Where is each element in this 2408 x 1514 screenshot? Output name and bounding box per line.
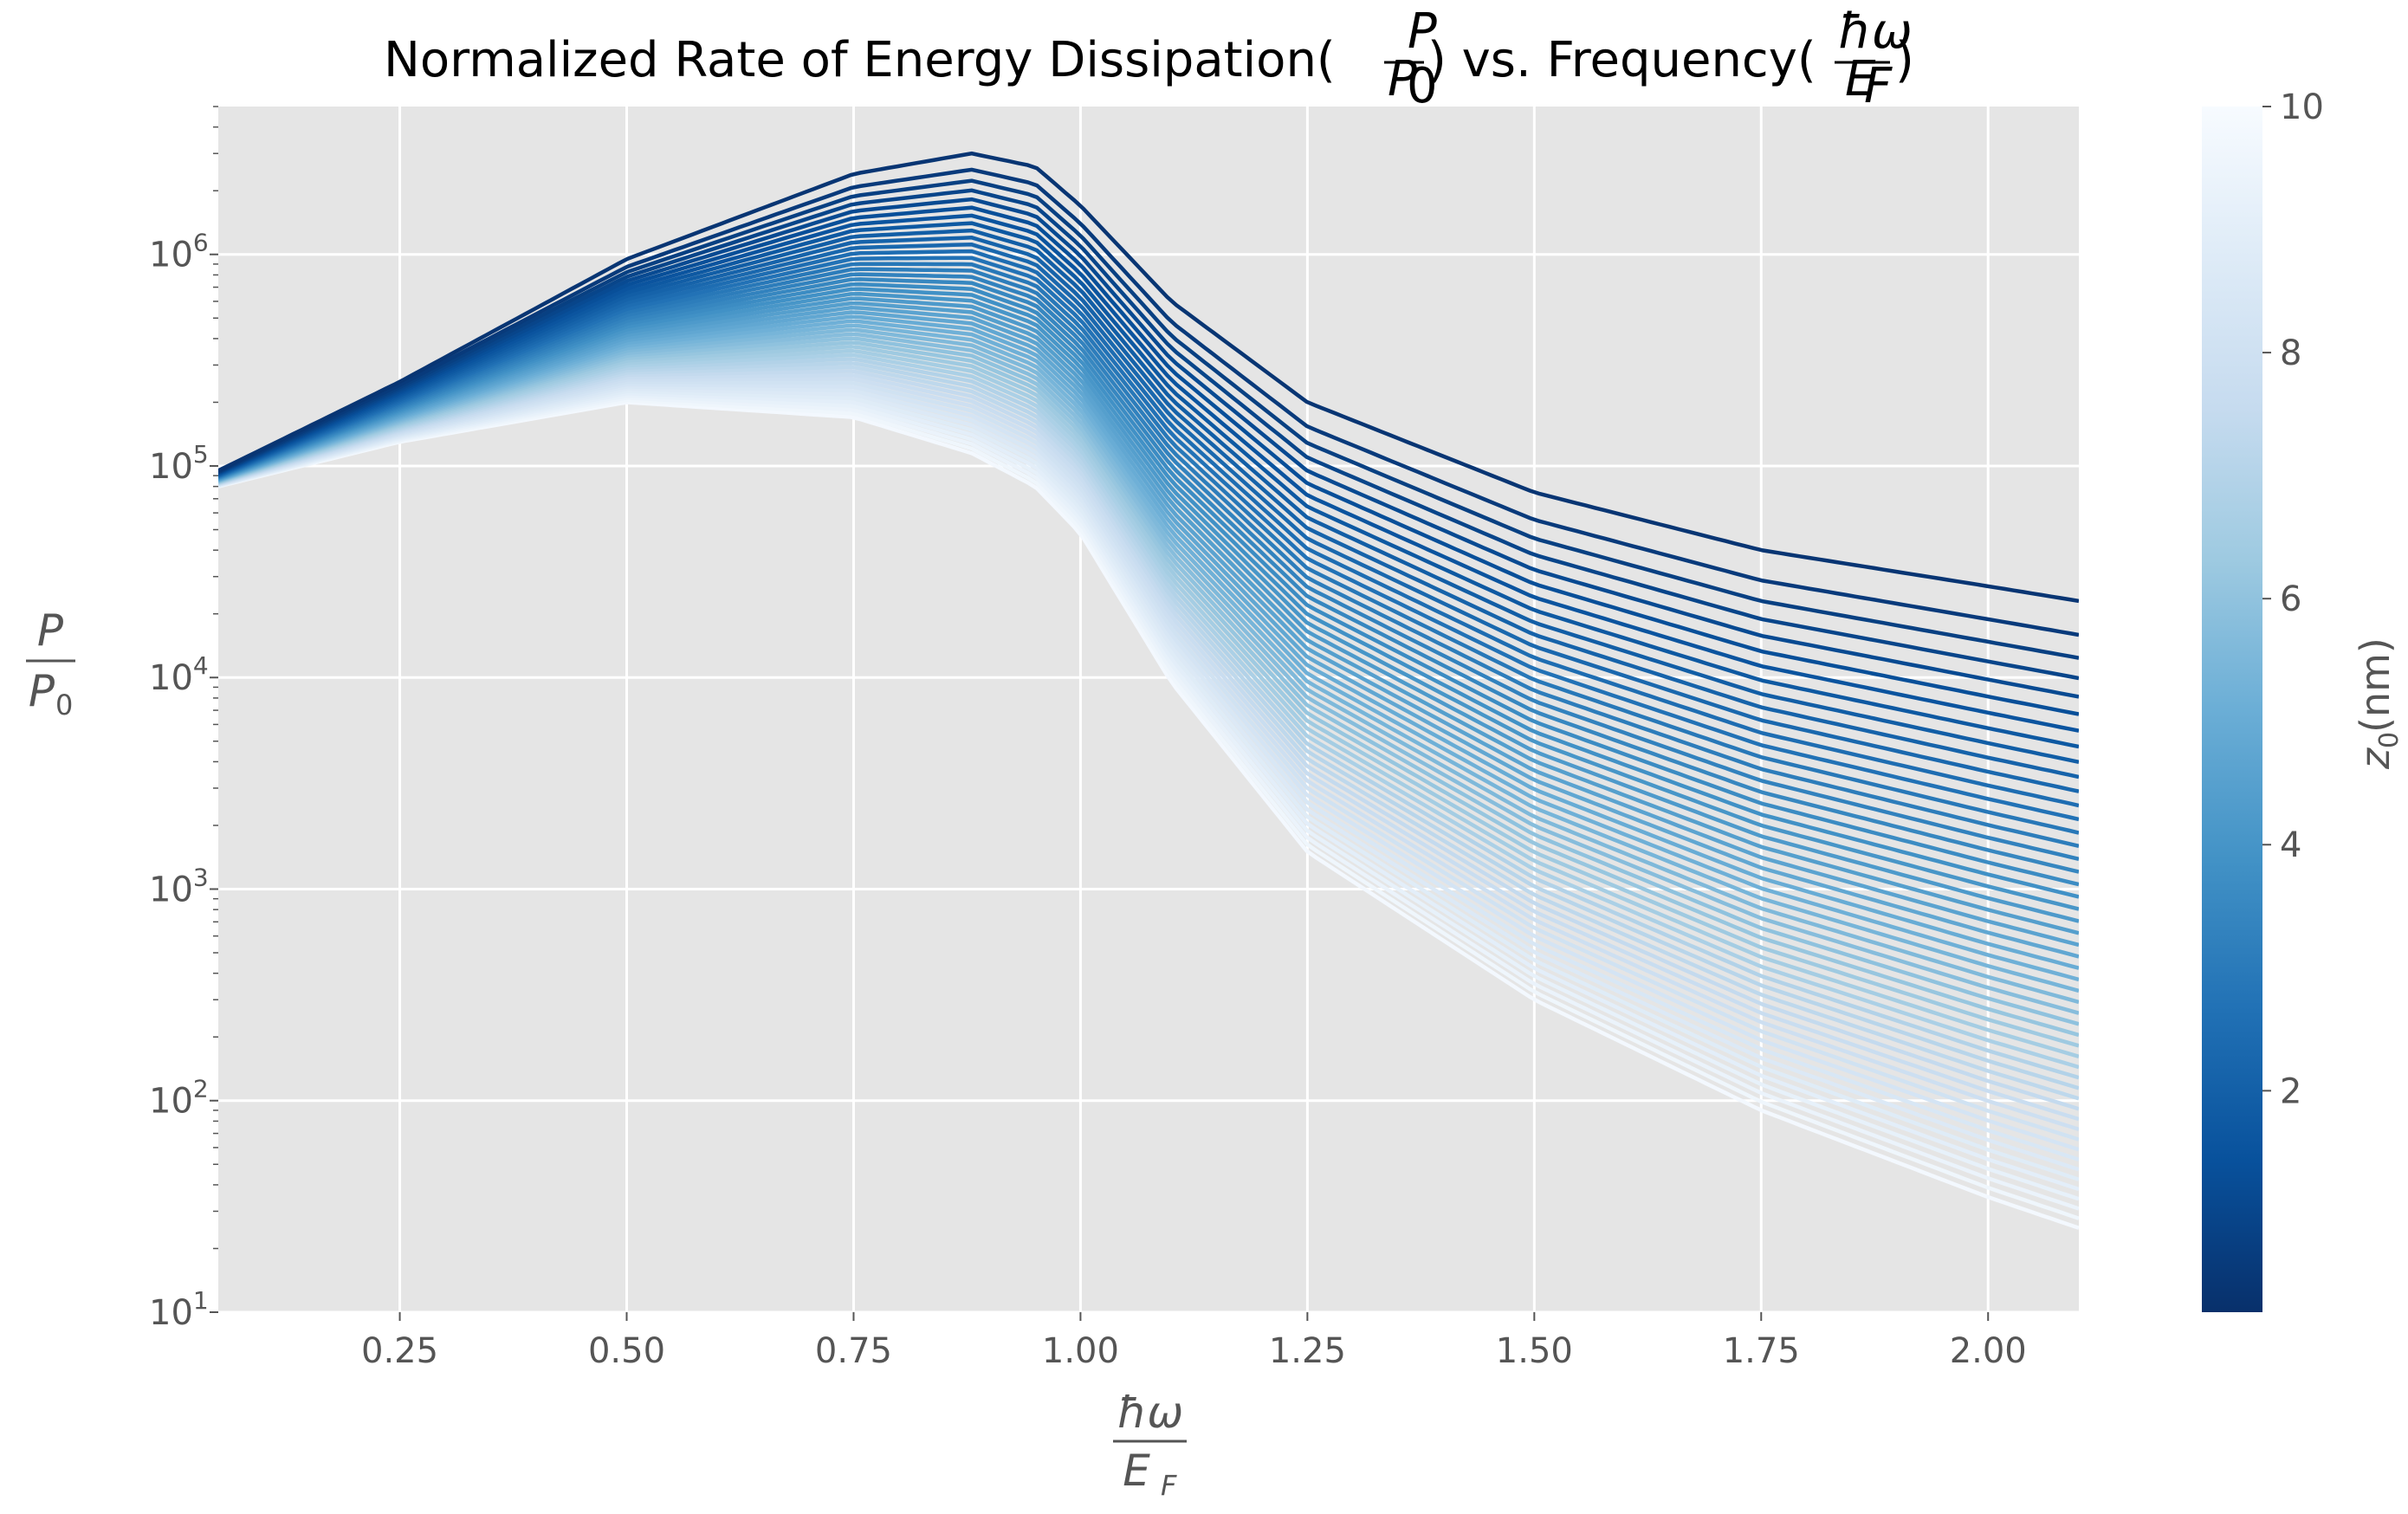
series-line: [218, 296, 2079, 923]
y-label-num: P: [37, 605, 64, 656]
x-tick-label: 0.50: [588, 1331, 665, 1371]
colorbar-tick-label: 6: [2280, 579, 2301, 619]
series-line: [218, 228, 2079, 765]
x-tick-label: 2.00: [1950, 1331, 2027, 1371]
y-label-den: P: [29, 666, 55, 716]
series-line: [218, 277, 2079, 874]
series-line: [218, 281, 2079, 887]
colorbar: [2202, 107, 2262, 1312]
y-axis-label: P P 0: [26, 605, 75, 721]
x-axis-label: ħω E F: [1113, 1388, 1187, 1502]
title-frac2-den: E: [1845, 51, 1876, 107]
title-frac2-den-sub: F: [1864, 58, 1893, 114]
y-axis-ticks: 101 102 103 104 105 106: [149, 229, 218, 1333]
series-line: [218, 267, 2079, 848]
series-line: [218, 167, 2079, 637]
series-line: [218, 262, 2079, 835]
title-frac2-num: ħω: [1838, 3, 1913, 60]
series-line: [218, 221, 2079, 749]
x-label-den: E: [1123, 1446, 1150, 1496]
y-tick-label: 106: [149, 229, 209, 275]
series-lines: [218, 151, 2079, 1230]
y-minor-ticks: [213, 106, 218, 1250]
title-frac1-den-sub: 0: [1407, 58, 1438, 114]
series-line: [218, 256, 2079, 822]
series-line: [218, 178, 2079, 660]
colorbar-tick-label: 10: [2280, 87, 2324, 127]
series-line: [218, 249, 2079, 808]
series-line: [218, 287, 2079, 899]
x-axis-ticks: 0.25 0.50 0.75 1.00 1.25 1.50 1.75 2.00: [361, 1312, 2027, 1371]
plot-background: [218, 107, 2079, 1312]
y-tick-label: 104: [149, 651, 209, 698]
x-label-num: ħω: [1117, 1388, 1184, 1438]
y-tick-label: 102: [149, 1075, 209, 1122]
x-tick-label: 1.25: [1269, 1331, 1346, 1371]
colorbar-tick-label: 2: [2280, 1071, 2301, 1111]
title-prefix: Normalized Rate of Energy Dissipation(: [384, 32, 1336, 88]
colorbar-label-sub: 0: [2374, 732, 2405, 748]
chart-title: Normalized Rate of Energy Dissipation( P…: [384, 3, 1914, 114]
colorbar-label-main: z: [2352, 747, 2398, 770]
series-line: [218, 292, 2079, 911]
x-tick-label: 0.75: [815, 1331, 892, 1371]
series-line: [218, 272, 2079, 861]
x-tick-label: 0.25: [361, 1331, 438, 1371]
x-tick-label: 1.75: [1723, 1331, 1800, 1371]
colorbar-tick-label: 4: [2280, 825, 2301, 865]
series-line: [218, 243, 2079, 793]
y-tick-label: 103: [149, 863, 209, 909]
y-tick-label: 105: [149, 440, 209, 487]
series-line: [218, 197, 2079, 699]
title-frac1-num: P: [1408, 3, 1437, 60]
x-label-den-sub: F: [1161, 1469, 1177, 1502]
colorbar-label-unit: (nm): [2352, 637, 2398, 733]
series-line: [218, 236, 2079, 780]
y-label-den-sub: 0: [55, 689, 73, 721]
title-middle: ) vs. Frequency(: [1427, 32, 1816, 88]
series-line: [218, 205, 2079, 716]
title-frac1-den: P: [1388, 51, 1417, 107]
x-tick-label: 1.00: [1042, 1331, 1119, 1371]
series-line: [218, 213, 2079, 733]
series-line: [218, 151, 2079, 604]
x-tick-label: 1.50: [1496, 1331, 1573, 1371]
series-line: [218, 188, 2079, 681]
title-suffix: ): [1895, 32, 1914, 88]
colorbar-tick-label: 8: [2280, 333, 2301, 373]
colorbar-ticks: 2 4 6 8 10: [2262, 87, 2324, 1111]
colorbar-label: z 0 (nm): [2352, 637, 2405, 770]
y-tick-label: 101: [149, 1286, 209, 1333]
